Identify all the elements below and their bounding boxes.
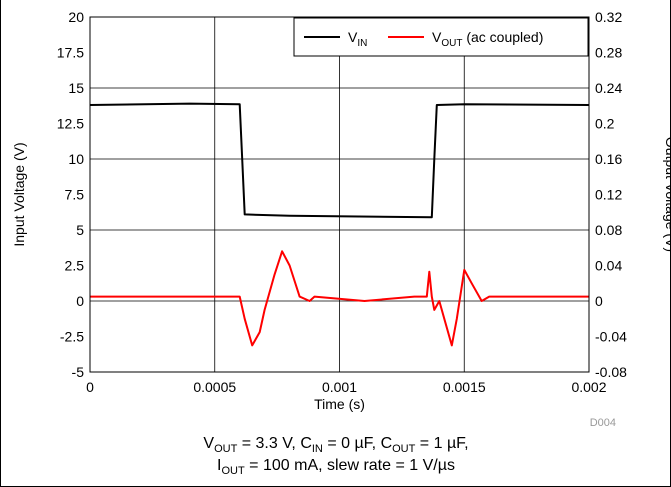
plot-area-border: [89, 16, 590, 373]
y-right-tick-label: 0.28: [595, 45, 622, 61]
y-left-tick-label: 12.5: [57, 116, 84, 132]
y-axis-right-label: Output Voltage (V): [663, 137, 671, 252]
y-right-tick-label: 0.08: [595, 222, 622, 238]
y-left-tick-label: -5: [72, 364, 85, 380]
y-right-tick-label: 0.24: [595, 80, 622, 96]
legend-label: VIN: [348, 29, 367, 49]
grid-lines: [90, 17, 589, 372]
caption-line: VOUT = 3.3 V, CIN = 0 µF, COUT = 1 µF,: [203, 435, 468, 455]
y-axis-left-label: Input Voltage (V): [11, 142, 27, 246]
x-axis-label: Time (s): [314, 396, 365, 412]
y-left-tick-label: 10: [68, 151, 84, 167]
caption: VOUT = 3.3 V, CIN = 0 µF, COUT = 1 µF,IO…: [203, 435, 468, 477]
legend: VIN VOUT (ac coupled): [293, 17, 589, 57]
y-right-tick-label: 0: [595, 293, 603, 309]
series-line-vin: [89, 102, 590, 219]
legend-label: VOUT (ac coupled): [432, 29, 543, 49]
tick-labels: 0 0.0005 0.001 0.0015 0.002 -5 -2.5 0 2.5 5 7.5 10 1…: [57, 9, 627, 395]
x-tick-label: 0.001: [322, 379, 357, 395]
y-left-tick-label: 0: [76, 293, 84, 309]
caption-line: IOUT = 100 mA, slew rate = 1 V/µs: [217, 457, 455, 477]
y-right-tick-label: -0.08: [595, 364, 627, 380]
y-left-tick-label: 17.5: [57, 45, 84, 61]
y-left-tick-label: 2.5: [65, 258, 85, 274]
x-tick-label: 0.002: [571, 379, 606, 395]
x-tick-label: 0.0015: [443, 379, 486, 395]
y-right-tick-label: 0.2: [595, 116, 615, 132]
y-left-tick-label: -2.5: [60, 329, 84, 345]
y-left-tick-label: 7.5: [65, 187, 85, 203]
x-tick-label: 0.0005: [193, 379, 236, 395]
y-right-tick-label: 0.12: [595, 187, 622, 203]
legend-box: [293, 17, 589, 57]
y-left-tick-label: 20: [68, 9, 84, 25]
y-left-tick-label: 15: [68, 80, 84, 96]
x-tick-label: 0: [86, 379, 94, 395]
y-right-tick-label: 0.04: [595, 258, 622, 274]
series-lines: [89, 102, 590, 347]
axis-labels: Time (s) Input Voltage (V) Output Voltag…: [11, 137, 671, 412]
y-right-tick-label: 0.16: [595, 151, 622, 167]
figure-code: D004: [590, 417, 616, 429]
y-left-tick-label: 5: [76, 222, 84, 238]
y-right-tick-label: -0.04: [595, 329, 627, 345]
series-line-vout-ac-coupled: [90, 250, 589, 347]
y-right-tick-label: 0.32: [595, 9, 622, 25]
